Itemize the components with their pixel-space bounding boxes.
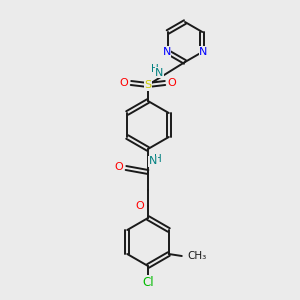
- Text: O: O: [120, 78, 128, 88]
- Text: O: O: [115, 162, 123, 172]
- Text: O: O: [136, 201, 144, 211]
- Text: S: S: [144, 80, 152, 90]
- Text: CH₃: CH₃: [188, 251, 207, 261]
- Text: N: N: [155, 68, 164, 77]
- Text: O: O: [168, 78, 176, 88]
- Text: N: N: [199, 47, 208, 57]
- Text: N: N: [149, 157, 157, 166]
- Text: N: N: [163, 47, 171, 57]
- Text: H: H: [154, 154, 162, 164]
- Text: H: H: [151, 64, 158, 74]
- Text: Cl: Cl: [142, 275, 154, 289]
